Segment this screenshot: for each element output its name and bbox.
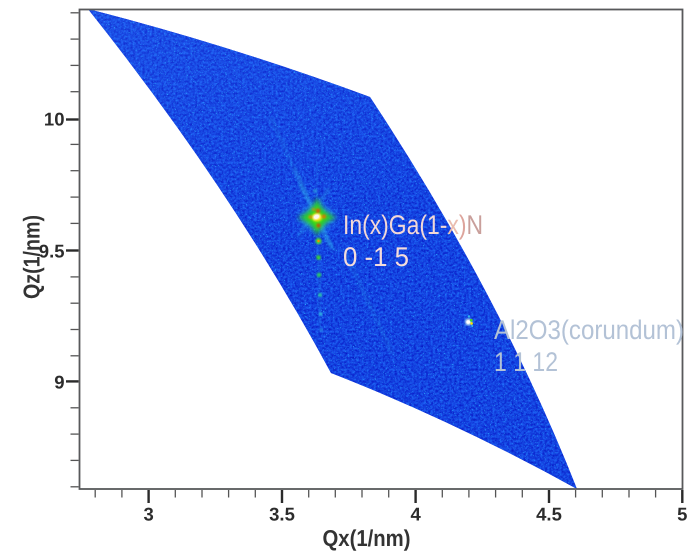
svg-text:4: 4 bbox=[410, 504, 421, 525]
svg-text:3.5: 3.5 bbox=[269, 504, 295, 525]
svg-text:5: 5 bbox=[677, 504, 687, 525]
svg-text:Al2O3(corundum): Al2O3(corundum) bbox=[494, 315, 684, 345]
svg-text:9.5: 9.5 bbox=[39, 241, 65, 262]
svg-text:9: 9 bbox=[54, 372, 64, 393]
svg-text:Qx(1/nm): Qx(1/nm) bbox=[323, 525, 411, 551]
svg-text:0 -1 5: 0 -1 5 bbox=[343, 242, 409, 272]
svg-text:In(x)Ga(1-x)N: In(x)Ga(1-x)N bbox=[343, 210, 483, 240]
svg-text:3: 3 bbox=[143, 504, 153, 525]
svg-text:Qz(1/nm): Qz(1/nm) bbox=[19, 215, 45, 299]
svg-text:10: 10 bbox=[44, 109, 65, 130]
svg-text:1 1 12: 1 1 12 bbox=[494, 347, 558, 377]
svg-text:4.5: 4.5 bbox=[536, 504, 562, 525]
